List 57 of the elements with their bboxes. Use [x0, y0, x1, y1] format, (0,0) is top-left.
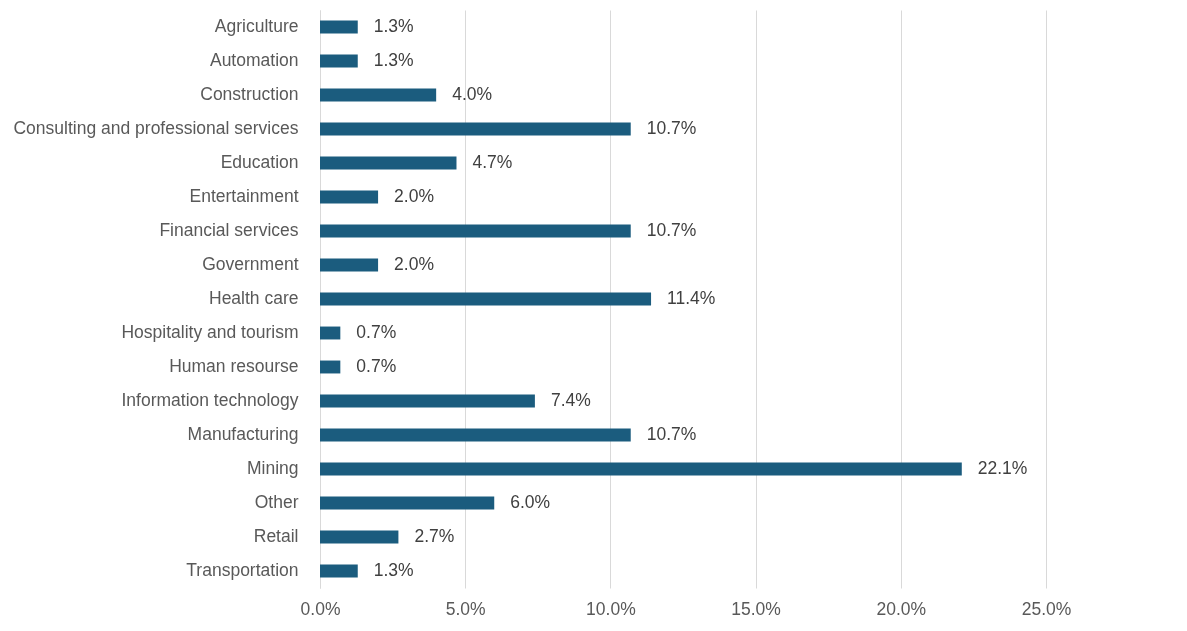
- data-label: 2.7%: [414, 526, 455, 546]
- bar: [320, 190, 379, 204]
- y-tick-label: Other: [254, 492, 299, 512]
- y-tick-label: Financial services: [159, 220, 299, 240]
- x-tick-label: 0.0%: [300, 598, 341, 619]
- data-label: 2.0%: [394, 254, 434, 274]
- bar: [320, 156, 457, 170]
- x-tick-label: 20.0%: [876, 598, 927, 619]
- x-tick-label: 10.0%: [586, 598, 636, 619]
- bar: [320, 360, 341, 374]
- bar: [320, 564, 358, 578]
- bar: [320, 496, 495, 510]
- data-label: 4.7%: [472, 152, 513, 172]
- data-label: 1.3%: [373, 50, 414, 70]
- y-tick-label: Retail: [253, 526, 299, 546]
- y-tick-label: Information technology: [121, 390, 299, 410]
- bar: [320, 428, 631, 442]
- y-tick-label: Construction: [200, 84, 299, 104]
- data-label: 1.3%: [373, 560, 414, 580]
- data-label: 10.7%: [646, 424, 697, 444]
- bar: [320, 258, 379, 272]
- data-label: 0.7%: [356, 322, 397, 342]
- data-label: 10.7%: [646, 118, 697, 138]
- y-tick-label: Human resourse: [169, 356, 299, 376]
- bar: [320, 462, 962, 476]
- x-tick-label: 25.0%: [1021, 598, 1072, 619]
- data-label: 4.0%: [452, 84, 493, 104]
- data-label: 2.0%: [394, 186, 434, 206]
- y-tick-label: Automation: [209, 50, 299, 70]
- bar: [320, 122, 631, 136]
- y-tick-label: Transportation: [186, 560, 299, 580]
- bar: [320, 88, 437, 102]
- y-tick-label: Entertainment: [189, 186, 299, 206]
- y-tick-label: Health care: [209, 288, 299, 308]
- bar: [320, 326, 341, 340]
- y-tick-label: Education: [220, 152, 299, 172]
- data-label: 22.1%: [977, 458, 1028, 478]
- bar: [320, 292, 652, 306]
- data-label: 0.7%: [356, 356, 397, 376]
- y-tick-label: Mining: [246, 458, 299, 478]
- bar: [320, 530, 399, 544]
- data-label: 11.4%: [667, 288, 716, 308]
- y-tick-label: Government: [202, 254, 299, 274]
- data-label: 1.3%: [373, 16, 414, 36]
- y-tick-label: Manufacturing: [187, 424, 299, 444]
- data-label: 7.4%: [550, 390, 591, 410]
- bar: [320, 54, 358, 68]
- x-tick-label: 15.0%: [731, 598, 781, 619]
- bar: [320, 224, 631, 238]
- y-tick-label: Agriculture: [214, 16, 299, 36]
- y-tick-label: Consulting and professional services: [13, 118, 299, 138]
- bar: [320, 394, 535, 408]
- data-label: 10.7%: [646, 220, 697, 240]
- data-label: 6.0%: [510, 492, 551, 512]
- y-tick-label: Hospitality and tourism: [121, 322, 299, 342]
- x-tick-label: 5.0%: [445, 598, 486, 619]
- bar: [320, 20, 358, 34]
